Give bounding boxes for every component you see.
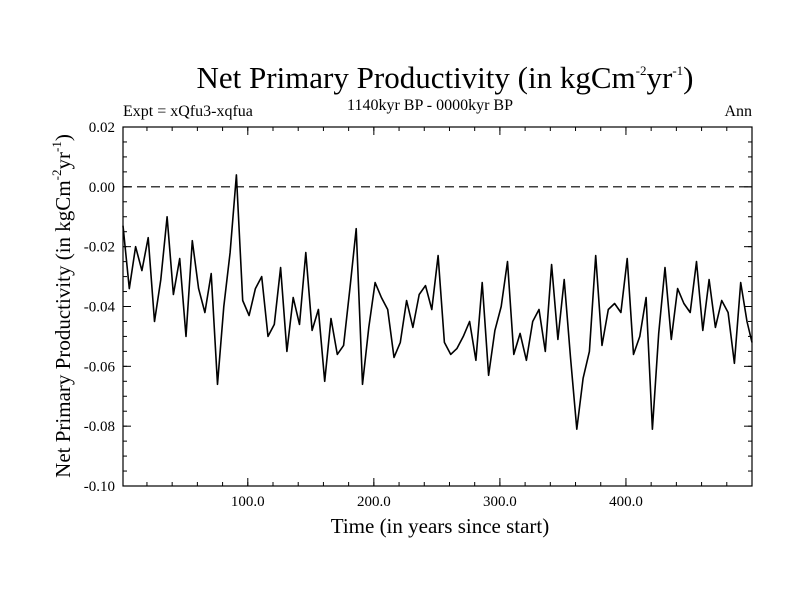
x-tick-label: 400.0 bbox=[609, 494, 643, 510]
experiment-label: Expt = xQfu3-xqfua bbox=[123, 103, 253, 120]
y-tick-label: -0.02 bbox=[84, 240, 115, 256]
x-tick-label: 300.0 bbox=[483, 494, 517, 510]
season-label: Ann bbox=[724, 103, 752, 120]
chart-title: Net Primary Productivity (in kgCm-2yr-1) bbox=[197, 60, 694, 95]
y-tick-label: -0.04 bbox=[84, 300, 116, 316]
x-tick-label: 200.0 bbox=[357, 494, 391, 510]
y-tick-label: -0.08 bbox=[84, 419, 115, 435]
data-series-line-1 bbox=[122, 174, 753, 431]
y-tick-label: -0.06 bbox=[84, 359, 116, 375]
y-axis-label: Net Primary Productivity (in kgCm-2yr-1) bbox=[49, 134, 75, 478]
x-tick-label: 100.0 bbox=[231, 494, 265, 510]
y-tick-label: 0.02 bbox=[89, 120, 115, 136]
x-axis-label: Time (in years since start) bbox=[331, 514, 550, 538]
plot-area: 0.02 0.00 -0.02 -0.04 -0.06 -0.08 -0.10 100.0 20… bbox=[84, 120, 753, 510]
time-range-label: 1140kyr BP - 0000kyr BP bbox=[347, 97, 513, 114]
plot-frame bbox=[122, 126, 753, 487]
y-tick-label: 0.00 bbox=[89, 180, 115, 196]
y-tick-label: -0.10 bbox=[84, 479, 115, 495]
